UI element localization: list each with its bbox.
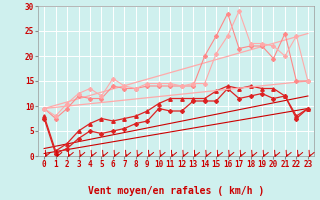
X-axis label: Vent moyen/en rafales ( km/h ): Vent moyen/en rafales ( km/h ) [88, 186, 264, 196]
